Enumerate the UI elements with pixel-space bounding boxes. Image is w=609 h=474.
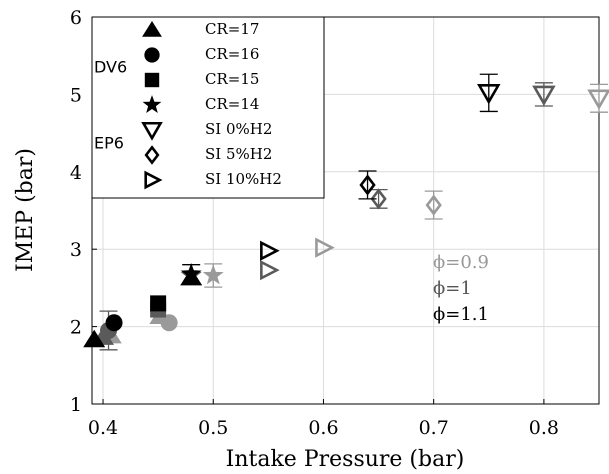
legend-marker-diamond-open	[144, 145, 160, 165]
legend: CR=17 CR=16 CR=15 CR=14 SI 0%H2 SI 5%H2 …	[91, 16, 325, 199]
legend-markers	[141, 21, 163, 190]
data-point-triangle-down-open	[477, 84, 501, 105]
legend-box	[91, 16, 325, 199]
legend-marker-circle-filled	[144, 47, 160, 63]
x-tick-label: 0.7	[419, 417, 449, 439]
data-point-triangle-down-open	[587, 89, 609, 110]
data-point-diamond-open	[370, 188, 387, 210]
data-point-triangle-down-open	[532, 85, 556, 107]
x-tick-label: 0.5	[198, 417, 228, 439]
y-tick-label: 2	[70, 317, 82, 339]
x-axis-title: Intake Pressure (bar)	[226, 447, 465, 472]
data-points	[83, 73, 609, 351]
data-point-star-filled	[180, 263, 202, 283]
annotation-phi-1: ϕ=1	[433, 278, 472, 299]
legend-marker-triangle-down-open	[141, 121, 163, 141]
legend-label-si5: SI 5%H2	[205, 145, 272, 163]
y-tick-label: 4	[70, 162, 82, 184]
data-point-triangle-right-open	[315, 237, 335, 258]
x-tick-label: 0.8	[529, 417, 559, 439]
legend-marker-triangle-up-filled	[142, 21, 162, 37]
legend-label-si0: SI 0%H2	[205, 120, 272, 138]
data-point-circle-filled	[105, 314, 123, 332]
data-point-triangle-right-open	[260, 259, 280, 281]
legend-label-cr14: CR=14	[205, 95, 259, 113]
annotation-phi-1-1: ϕ=1.1	[433, 304, 489, 325]
x-tick-label: 0.6	[308, 417, 338, 439]
y-tick-label: 5	[70, 84, 82, 106]
data-point-diamond-open	[359, 174, 376, 196]
y-axis-title: IMEP (bar)	[13, 148, 38, 272]
legend-marker-star-filled	[142, 95, 162, 113]
legend-marker-square-filled	[144, 72, 160, 88]
axes: 0.4 0.5 0.6 0.7 0.8 1 2 3 4 5 6	[70, 7, 600, 439]
legend-group-ep6: EP6	[94, 134, 124, 153]
annotation-phi-0-9: ϕ=0.9	[433, 252, 489, 273]
x-tick-label: 0.4	[88, 417, 118, 439]
y-tick-label: 1	[70, 394, 82, 416]
data-point-star-filled	[202, 264, 224, 285]
legend-label-si10: SI 10%H2	[205, 170, 282, 188]
y-tick-label: 6	[70, 7, 82, 29]
legend-label-cr17: CR=17	[205, 20, 259, 38]
legend-marker-triangle-right-open	[144, 170, 163, 190]
legend-label-cr15: CR=15	[205, 70, 259, 88]
data-point-triangle-up-filled	[83, 329, 106, 348]
data-point-triangle-right-open	[260, 240, 280, 261]
data-point-diamond-open	[425, 194, 442, 216]
data-point-circle-filled	[160, 314, 178, 332]
plot-frame	[91, 16, 600, 405]
legend-label-cr16: CR=16	[205, 45, 259, 63]
legend-group-dv6: DV6	[94, 58, 127, 77]
data-point-square-filled	[150, 295, 167, 312]
y-tick-label: 3	[70, 239, 82, 261]
